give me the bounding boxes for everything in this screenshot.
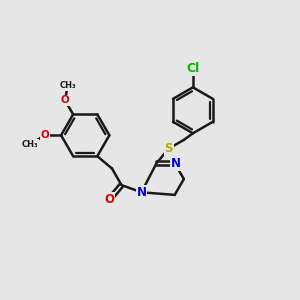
Text: O: O — [104, 193, 114, 206]
Text: N: N — [136, 186, 146, 199]
Text: N: N — [171, 157, 181, 170]
Text: S: S — [164, 142, 173, 155]
Text: O: O — [61, 95, 69, 105]
Text: CH₃: CH₃ — [22, 140, 38, 148]
Text: O: O — [40, 130, 49, 140]
Text: CH₃: CH₃ — [59, 81, 76, 90]
Text: Cl: Cl — [186, 62, 200, 75]
